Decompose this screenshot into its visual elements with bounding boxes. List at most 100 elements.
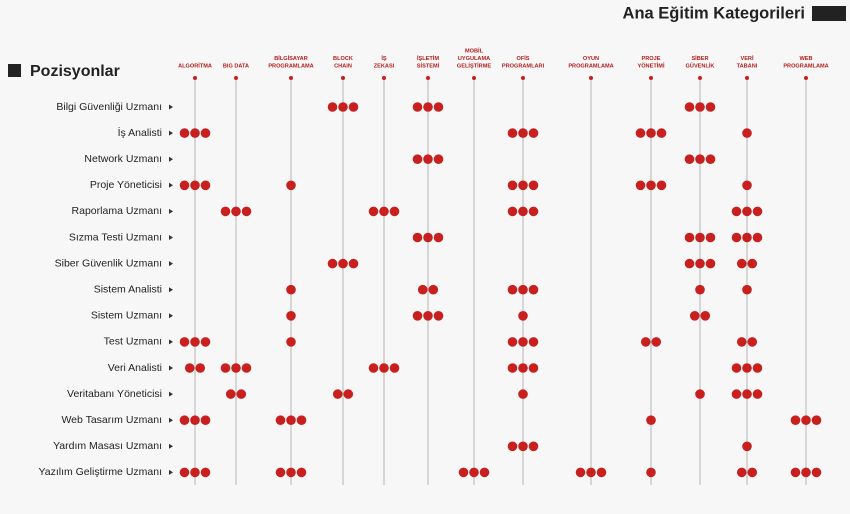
dot xyxy=(747,337,758,347)
dot xyxy=(241,206,252,217)
dot-group xyxy=(518,389,528,399)
row-label: Yardım Masası Uzmanı xyxy=(53,440,162,452)
row-title-marker xyxy=(8,64,21,77)
row-arrow xyxy=(169,156,173,162)
category-label: WEB xyxy=(799,56,812,62)
dot xyxy=(184,363,195,373)
dot xyxy=(752,206,763,217)
dot xyxy=(275,415,286,426)
dot-group xyxy=(507,206,539,217)
dot xyxy=(190,467,200,478)
row-label: Raporlama Uzmanı xyxy=(72,205,162,217)
dot xyxy=(747,258,758,269)
dot-group xyxy=(507,128,539,138)
dot-group xyxy=(684,232,716,243)
dot xyxy=(731,206,742,217)
dot-group xyxy=(179,415,211,426)
dot xyxy=(190,128,200,138)
dot xyxy=(286,467,296,478)
dot-group xyxy=(327,102,359,112)
dot-group xyxy=(275,467,307,478)
category-label: BLOCK xyxy=(333,56,353,62)
dot xyxy=(651,337,662,347)
dot xyxy=(695,389,705,399)
dot xyxy=(412,154,423,164)
dot-group xyxy=(179,128,211,138)
dot-group xyxy=(695,389,705,399)
row-arrow xyxy=(169,182,173,188)
dot xyxy=(742,284,752,295)
row-arrow xyxy=(169,104,173,110)
dot xyxy=(518,311,528,321)
dot xyxy=(731,232,742,243)
category-label: PROGRAMLAMA xyxy=(568,63,613,69)
dot xyxy=(528,441,539,452)
dot xyxy=(507,180,518,191)
dot xyxy=(518,128,528,138)
dot-group xyxy=(417,284,439,295)
dot xyxy=(343,389,354,399)
dot xyxy=(656,128,667,138)
dot xyxy=(507,206,518,217)
column-head xyxy=(341,76,345,80)
dot xyxy=(646,180,656,191)
dot xyxy=(731,363,742,373)
dot xyxy=(275,467,286,478)
dot xyxy=(736,337,747,347)
category-label: OYUN xyxy=(583,56,599,62)
category-label: VERİ xyxy=(740,55,754,62)
row-label: Sistem Uzmanı xyxy=(91,310,162,322)
dot xyxy=(195,363,206,373)
dot xyxy=(379,206,389,217)
category-label: GELİŞTİRME xyxy=(457,62,491,69)
dot-group xyxy=(742,180,752,191)
dot xyxy=(518,206,528,217)
row-arrow xyxy=(169,443,173,449)
row-label: Proje Yöneticisi xyxy=(90,179,162,191)
dot xyxy=(684,258,695,269)
dot xyxy=(348,258,359,269)
dot xyxy=(179,180,190,191)
dot xyxy=(742,180,752,191)
dot-group xyxy=(646,415,656,426)
row-arrow xyxy=(169,391,173,397)
row-label: Network Uzmanı xyxy=(84,153,162,165)
row-label: Web Tasarım Uzmanı xyxy=(61,414,162,426)
column-head xyxy=(426,76,430,80)
dot-group xyxy=(731,206,763,217)
dot-group xyxy=(507,363,539,373)
category-label: ZEKASI xyxy=(374,63,395,69)
dot xyxy=(752,232,763,243)
category-label: BIG DATA xyxy=(223,63,249,69)
dot xyxy=(200,467,211,478)
dot xyxy=(200,415,211,426)
column-head xyxy=(289,76,293,80)
dot-group xyxy=(507,441,539,452)
dot xyxy=(379,363,389,373)
dot-group xyxy=(635,128,667,138)
dot-group xyxy=(220,363,252,373)
dot xyxy=(286,337,296,347)
dot xyxy=(742,389,752,399)
category-label: PROGRAMLARI xyxy=(502,63,545,69)
row-arrow xyxy=(169,235,173,240)
category-label: İŞ xyxy=(381,55,387,62)
dot xyxy=(286,415,296,426)
dot-group xyxy=(286,180,296,191)
dot-group xyxy=(220,206,252,217)
dot xyxy=(348,102,359,112)
dot xyxy=(220,363,231,373)
column-head xyxy=(234,76,238,80)
column-head xyxy=(382,76,386,80)
column-head xyxy=(745,76,749,80)
dot xyxy=(684,232,695,243)
dot xyxy=(338,258,348,269)
category-label: GÜVENLİK xyxy=(686,62,715,69)
dot-group xyxy=(458,467,490,478)
category-label: İŞLETİM xyxy=(417,55,439,62)
dot xyxy=(433,154,444,164)
row-arrow xyxy=(169,469,173,475)
dot xyxy=(801,415,811,426)
dot xyxy=(428,284,439,295)
